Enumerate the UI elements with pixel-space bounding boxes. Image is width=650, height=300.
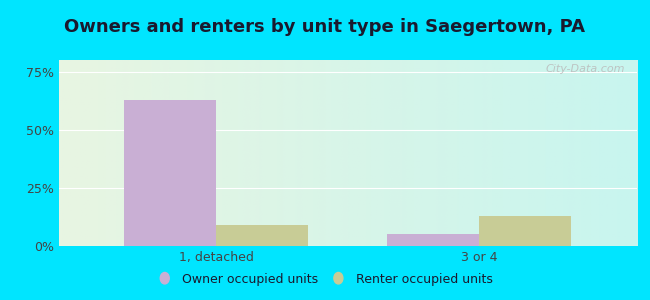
Bar xyxy=(479,216,571,246)
Bar xyxy=(216,225,308,246)
Bar xyxy=(387,234,479,246)
Text: Owners and renters by unit type in Saegertown, PA: Owners and renters by unit type in Saege… xyxy=(64,18,586,36)
Bar xyxy=(124,100,216,246)
Legend: Owner occupied units, Renter occupied units: Owner occupied units, Renter occupied un… xyxy=(152,268,498,291)
Text: City-Data.com: City-Data.com xyxy=(546,64,625,74)
